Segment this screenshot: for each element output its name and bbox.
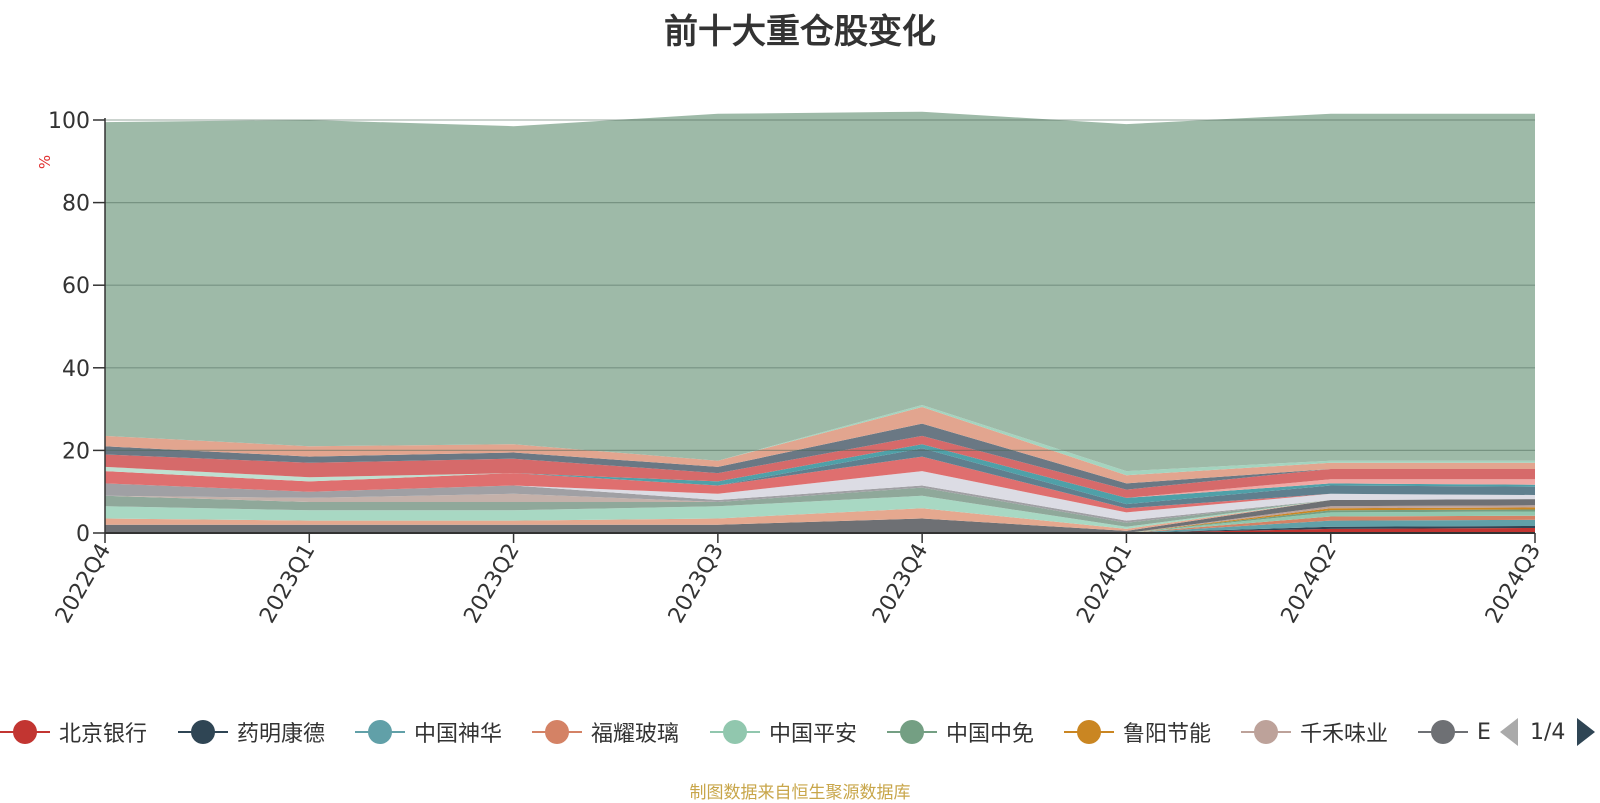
y-tick-label: 60: [62, 274, 90, 299]
series-area-12: [105, 487, 1535, 523]
series-area-2: [105, 519, 1535, 533]
legend-marker-icon: [1241, 720, 1291, 744]
x-tick-label: 2024Q2: [1277, 540, 1342, 628]
legend-marker-icon: [178, 720, 228, 744]
y-tick-label: 40: [62, 357, 90, 382]
y-tick-label: 80: [62, 192, 90, 217]
legend-item[interactable]: 北京银行: [0, 712, 147, 752]
legend-marker-icon: [1064, 720, 1114, 744]
series-area-11: [105, 487, 1535, 527]
legend-marker-icon: [710, 720, 760, 744]
legend-item[interactable]: E: [1418, 712, 1493, 752]
series-area-24: [105, 111, 1535, 472]
series-area-6: [105, 507, 1535, 533]
series-area-13: [105, 483, 1535, 523]
x-tick-label: 2023Q3: [664, 540, 729, 628]
legend-item[interactable]: 福耀玻璃: [532, 712, 679, 752]
series-area-10: [105, 495, 1535, 529]
y-tick-label: 0: [76, 522, 90, 547]
chart-title: 前十大重仓股变化: [664, 12, 936, 52]
series-area-4: [105, 511, 1535, 533]
x-tick-label: 2023Q4: [868, 540, 933, 628]
series-area-1: [105, 526, 1535, 533]
legend-item[interactable]: 千禾味业: [1241, 712, 1388, 752]
legend-label: 千禾味业: [1300, 722, 1389, 747]
grid-lines: [105, 119, 1535, 451]
legend-label: 北京银行: [59, 722, 148, 747]
series-area-20: [105, 435, 1535, 498]
series-area-22: [105, 407, 1535, 484]
legend-label: 中国中免: [946, 722, 1035, 747]
series-area-9: [105, 499, 1535, 531]
legend-marker-icon: [532, 720, 582, 744]
series-area-5: [105, 509, 1535, 533]
legend-label: E: [1477, 719, 1491, 745]
series-area-3: [105, 515, 1535, 533]
legend-item[interactable]: 中国平安: [710, 712, 857, 752]
legend-item[interactable]: 中国中免: [887, 712, 1034, 752]
legend-label: 鲁阳节能: [1123, 722, 1212, 747]
legend-item[interactable]: 药明康德: [178, 712, 325, 752]
y-tick-label: 100: [48, 109, 90, 134]
legend-item[interactable]: 鲁阳节能: [1064, 712, 1211, 752]
series-area-14: [105, 471, 1535, 521]
x-tick-label: 2022Q4: [51, 540, 116, 628]
x-tick-label: 2023Q2: [459, 540, 524, 628]
legend-item[interactable]: 中国神华: [355, 712, 502, 752]
series-area-21: [105, 423, 1535, 490]
x-tick-label: 2024Q1: [1072, 540, 1137, 628]
series-area-15: [105, 456, 1535, 513]
series-area-8: [105, 499, 1535, 533]
legend: 北京银行 药明康德 中国神华 福耀玻璃 中国平安 中国中免 鲁阳节能 千禾味业 E: [0, 712, 1600, 752]
legend-marker-icon: [355, 720, 405, 744]
legend-label: 药明康德: [237, 722, 326, 747]
legend-label: 中国神华: [414, 722, 503, 747]
stacked-area-chart: 0 20 40 60 80 100% 2022Q4 2023Q1 2023Q2 2023Q3 202…: [36, 109, 1546, 628]
legend-label: 福耀玻璃: [591, 722, 680, 747]
legend-marker-icon: [1418, 720, 1468, 744]
x-tick-label: 2024Q3: [1481, 540, 1546, 628]
legend-marker-icon: [887, 720, 937, 744]
y-tick-label: 20: [62, 439, 90, 464]
x-tick-label: 2023Q1: [255, 540, 320, 628]
series-areas: [105, 111, 1535, 533]
legend-prev-page-icon[interactable]: [1500, 718, 1518, 746]
legend-label: 中国平安: [769, 722, 858, 747]
y-axis-label: %: [36, 155, 54, 169]
legend-marker-icon: [0, 720, 50, 744]
legend-pager: 1/4: [1500, 712, 1596, 752]
legend-next-page-icon[interactable]: [1577, 718, 1596, 746]
legend-page-indicator: 1/4: [1530, 719, 1566, 745]
data-source-note: 制图数据来自恒生聚源数据库: [689, 783, 911, 803]
